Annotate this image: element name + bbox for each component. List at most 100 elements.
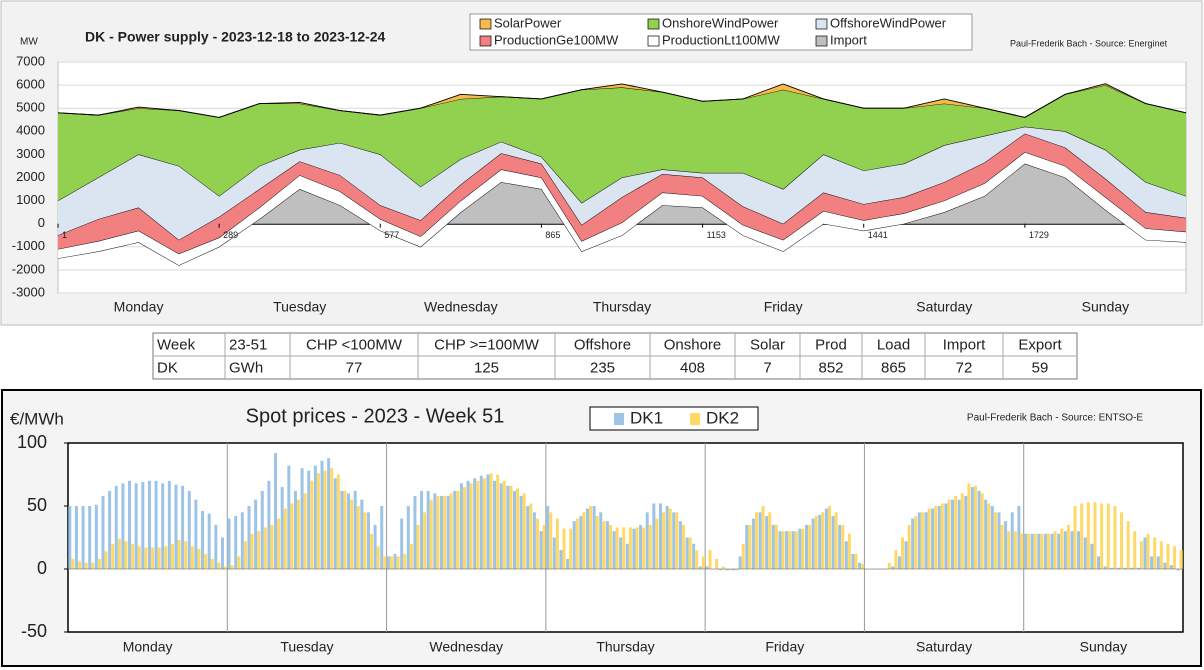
bar [824, 508, 828, 569]
bar [78, 561, 82, 569]
table-cell: Load [877, 336, 910, 353]
bar [675, 512, 679, 569]
y-tick-label: 2000 [16, 169, 45, 184]
y-tick-label: 7000 [16, 53, 45, 68]
bar [108, 490, 112, 569]
bar [894, 550, 898, 569]
bar [562, 528, 566, 569]
x-category-label: Thursday [593, 299, 651, 315]
bar [327, 458, 331, 569]
table-cell: Export [1018, 336, 1062, 353]
bar [154, 480, 158, 569]
bar [1004, 521, 1008, 569]
bar [1070, 531, 1074, 569]
bar [194, 499, 198, 569]
table-cell: 408 [680, 359, 705, 376]
bar [944, 503, 948, 569]
bar [1060, 528, 1064, 569]
x-tick-label: Tuesday [280, 639, 333, 655]
bar [137, 546, 141, 569]
bar [330, 468, 334, 569]
bar [695, 550, 699, 569]
bar [316, 473, 320, 569]
bar [705, 566, 709, 569]
table-cell: DK [157, 359, 178, 376]
bar [914, 516, 918, 569]
bar [924, 512, 928, 569]
bar [828, 506, 832, 569]
bar [1013, 531, 1017, 569]
bar [993, 512, 997, 569]
source: Paul-Frederik Bach - Source: ENTSO-E [967, 413, 1143, 424]
bar [274, 453, 278, 569]
bar [1063, 531, 1067, 569]
y-axis-label: MW [20, 37, 38, 48]
table-cell: CHP <100MW [306, 336, 403, 353]
bar [519, 495, 523, 569]
bar [1136, 567, 1140, 569]
bar [542, 524, 546, 569]
area [58, 133, 1186, 254]
bar [1106, 503, 1110, 569]
power-legend-box [469, 13, 973, 51]
x-tick-label: Monday [123, 639, 173, 655]
bar [174, 484, 178, 569]
bar [1123, 567, 1127, 569]
bar [141, 482, 145, 569]
chart-title: Spot prices - 2023 - Week 51 [246, 405, 505, 427]
bar [177, 540, 181, 569]
bar [366, 512, 370, 569]
bar [1040, 533, 1044, 569]
table-cell: 865 [881, 359, 906, 376]
bar [535, 518, 539, 569]
bar [751, 518, 755, 569]
y-tick-label: -2000 [12, 261, 45, 276]
bar [313, 465, 317, 569]
bar [615, 527, 619, 569]
bar [336, 474, 340, 569]
bar [960, 493, 964, 569]
legend-swatch [614, 413, 624, 425]
x-category-label: Saturday [916, 299, 972, 315]
bar [1020, 533, 1024, 569]
bar [1066, 524, 1070, 569]
bar [161, 483, 165, 569]
bar [658, 503, 662, 569]
table-cell: 125 [474, 359, 499, 376]
bar [449, 493, 453, 569]
bar [446, 495, 450, 569]
bar [1139, 541, 1143, 569]
bar [791, 531, 795, 569]
bar [240, 512, 244, 569]
bar [307, 470, 311, 569]
bar [486, 474, 490, 569]
table-cell: 852 [818, 359, 843, 376]
bar [1097, 556, 1101, 569]
bar [144, 547, 148, 569]
bar [429, 499, 433, 569]
bar [632, 528, 636, 569]
x-category-label: Wednesday [424, 299, 498, 315]
x-tick-label: Friday [765, 639, 804, 655]
bar [227, 518, 231, 569]
legend-swatch [479, 18, 492, 30]
y-tick-label: 0 [37, 558, 47, 578]
bar [1113, 506, 1117, 569]
x-tick-label: Sunday [1080, 639, 1127, 655]
bar [469, 483, 473, 569]
bar [589, 506, 593, 569]
bar [804, 524, 808, 569]
bar [1093, 502, 1097, 569]
bar [957, 499, 961, 569]
bar [300, 468, 304, 569]
bar [701, 556, 705, 569]
bar [473, 478, 477, 569]
bar [167, 480, 171, 569]
bar [1090, 543, 1094, 569]
bar [821, 512, 825, 569]
bar [290, 503, 294, 569]
bar [512, 490, 516, 569]
bar [1047, 533, 1051, 569]
bar [612, 531, 616, 569]
